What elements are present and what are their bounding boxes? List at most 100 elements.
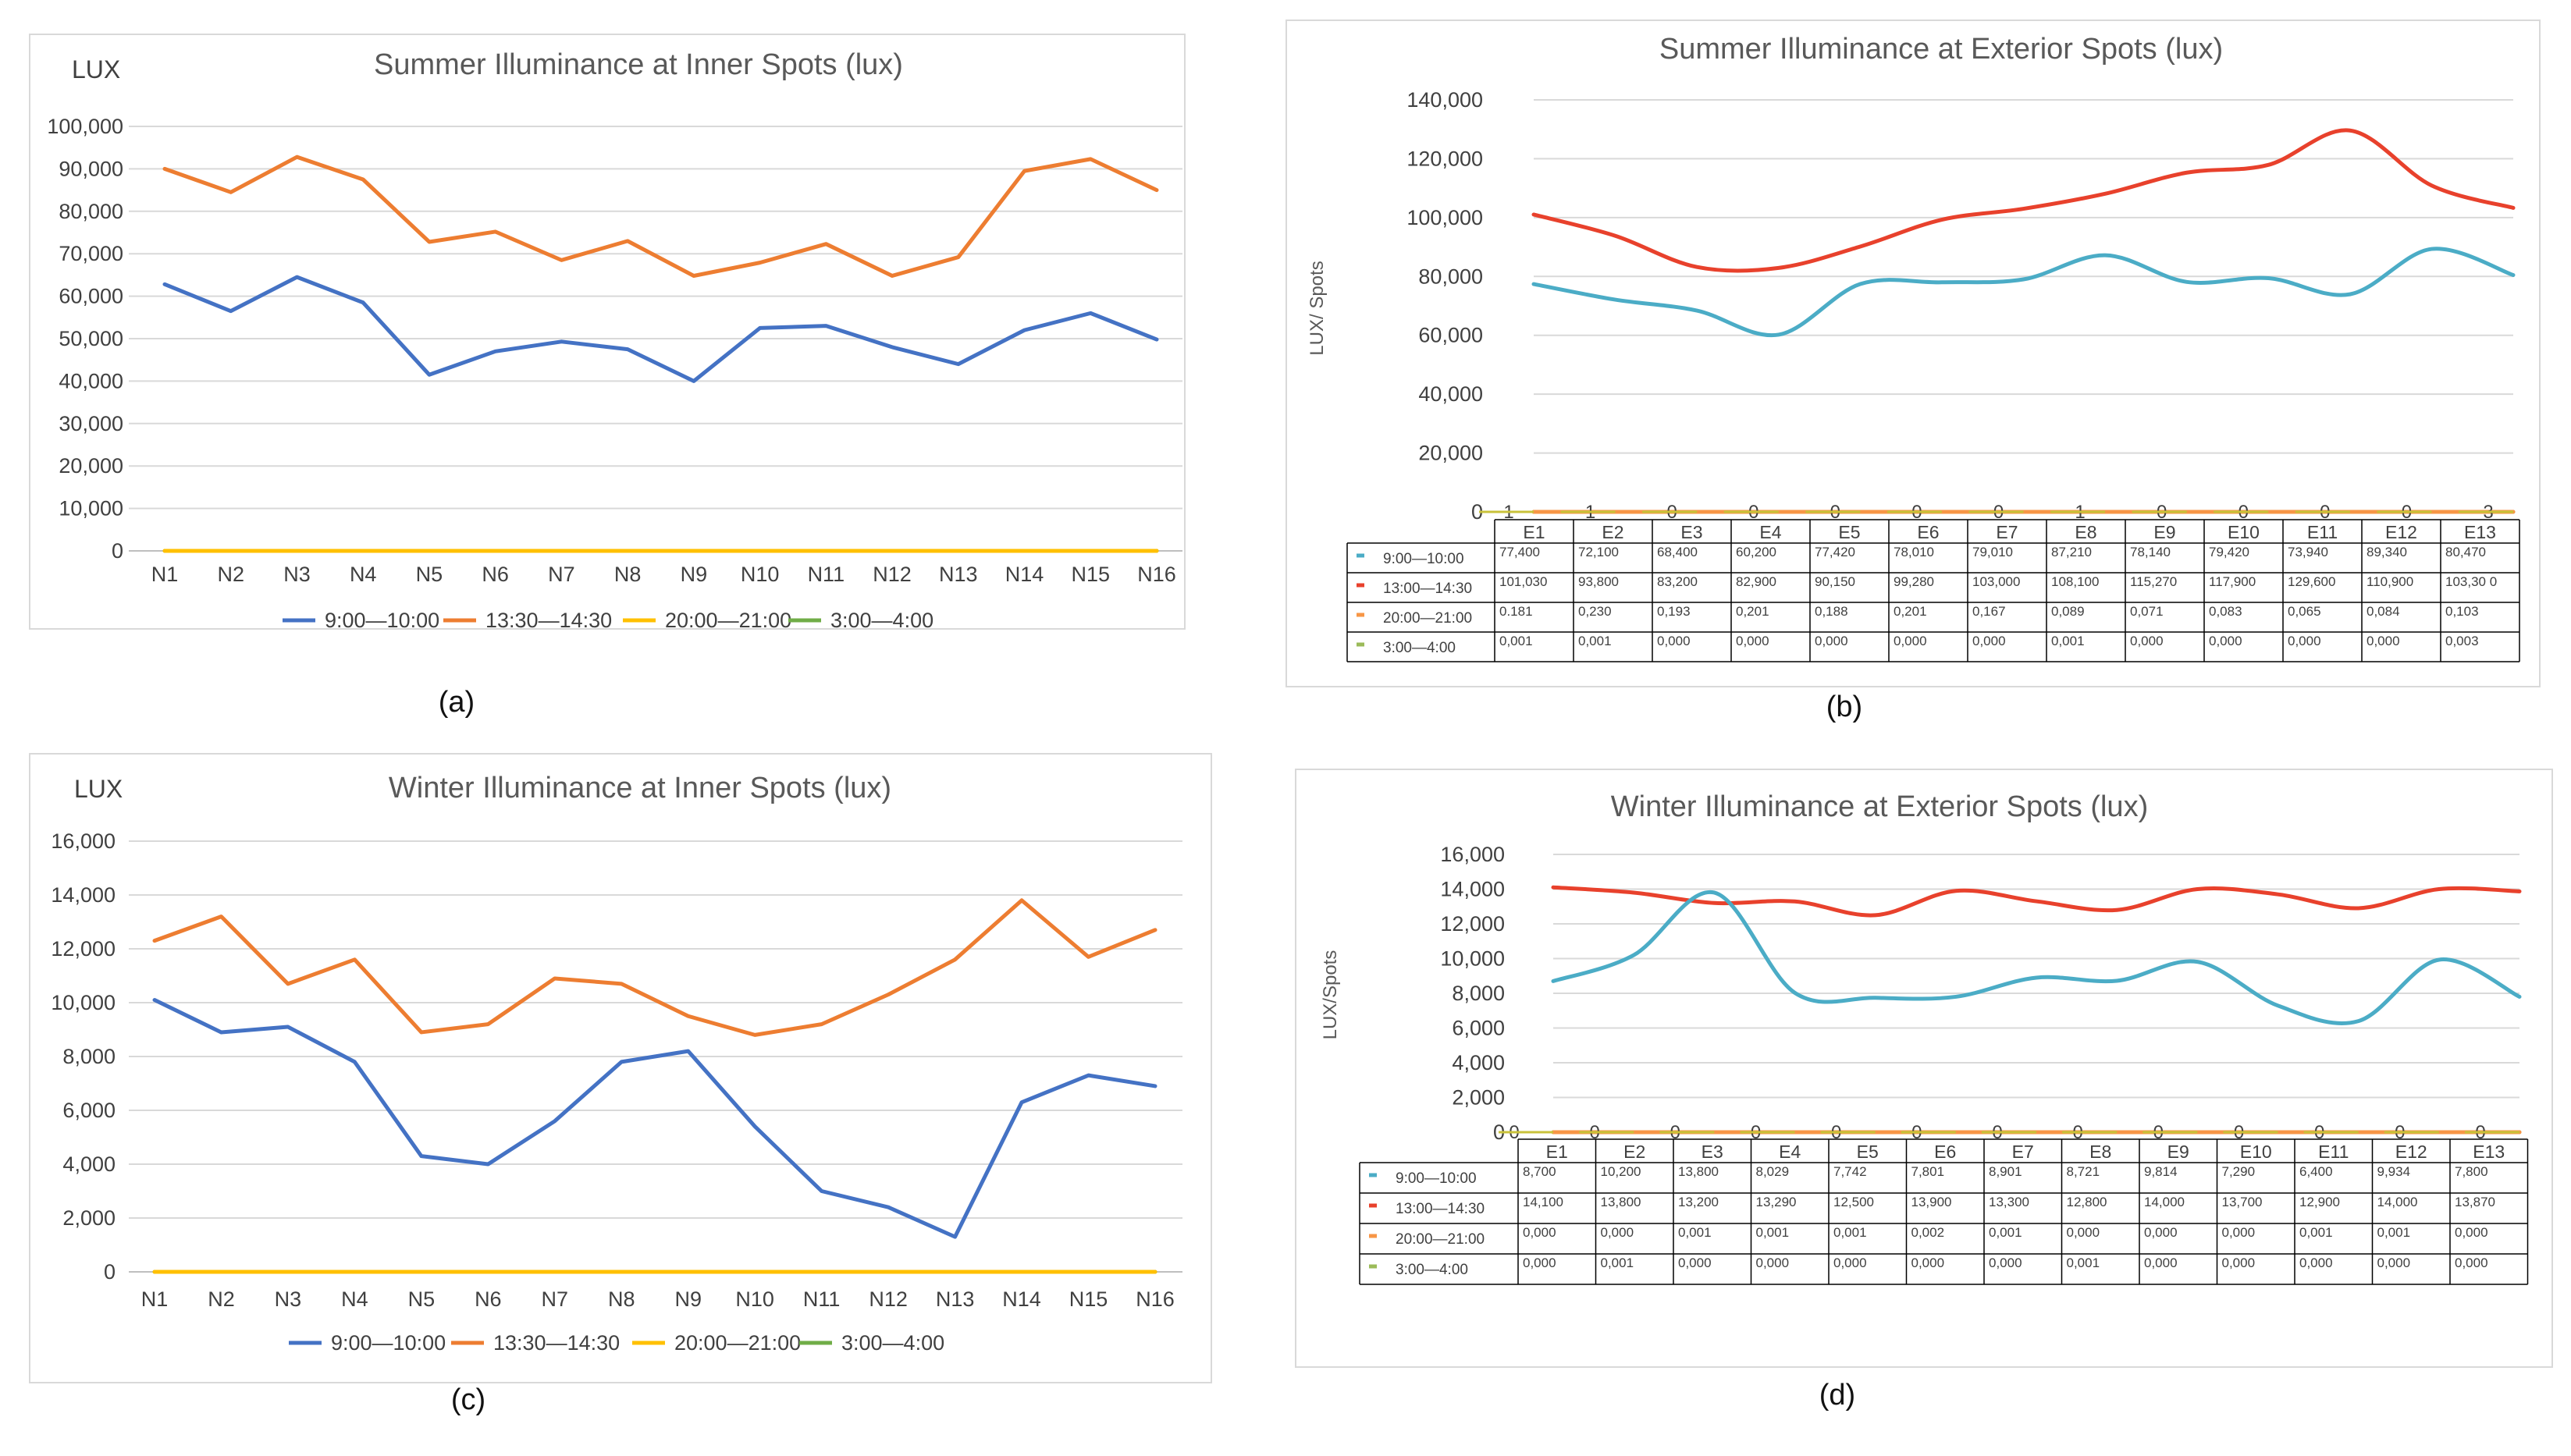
table-cell: 0,083 <box>2209 604 2242 619</box>
y-tick-label: 140,000 <box>1406 88 1483 112</box>
y-axis-label: LUX <box>74 775 123 803</box>
y-tick-label: 120,000 <box>1406 147 1483 170</box>
x-tick-label: N15 <box>1072 563 1111 586</box>
table-cell: 8,700 <box>1523 1164 1556 1179</box>
x-tick-label: N14 <box>1002 1287 1041 1311</box>
x-tick-label: E1 <box>1523 522 1545 542</box>
legend-label: 13:00—14:30 <box>1396 1201 1485 1217</box>
x-tick-label: N12 <box>873 563 912 586</box>
table-cell: 0,003 <box>2445 634 2479 648</box>
series-line-9-00-10-00 <box>1531 247 2516 338</box>
panel-summer-exterior: Summer Illuminance at Exterior Spots (lu… <box>1286 20 2541 723</box>
table-cell: 9,934 <box>2377 1164 2411 1179</box>
y-tick-label: 80,000 <box>59 200 123 223</box>
series-line-9-00-10-00 <box>162 275 1159 383</box>
table-cell: 77,400 <box>1499 545 1540 559</box>
y-axis-label: LUX/ Spots <box>1307 261 1328 355</box>
x-tick-label: E5 <box>1857 1142 1879 1162</box>
x-tick-label: E1 <box>1546 1142 1568 1162</box>
table-cell: 0,002 <box>1911 1225 1945 1240</box>
x-tick-label: E13 <box>2464 522 2496 542</box>
table-cell: 0,000 <box>1894 634 1927 648</box>
table-cell: 0,000 <box>1833 1255 1867 1270</box>
x-tick-label: N4 <box>341 1287 368 1311</box>
table-cell: 13,800 <box>1678 1164 1719 1179</box>
y-tick-label: 16,000 <box>1440 843 1505 866</box>
x-tick-label: N16 <box>1137 563 1176 586</box>
table-cell: 8,901 <box>1989 1164 2022 1179</box>
x-tick-label: N3 <box>275 1287 302 1311</box>
table-cell: 79,420 <box>2209 545 2249 559</box>
x-tick-label: E12 <box>2385 522 2417 542</box>
x-tick-label: E5 <box>1838 522 1860 542</box>
x-tick-label: N9 <box>674 1287 702 1311</box>
table-cell: 0,000 <box>1972 634 2006 648</box>
legend-label: 20:00—21:00 <box>1383 610 1472 627</box>
series-line-9-00-10-00 <box>1551 890 2522 1025</box>
panel-label: (c) <box>451 1383 485 1416</box>
table-cell: 78,010 <box>1894 545 1934 559</box>
x-tick-label: E9 <box>2153 522 2175 542</box>
x-tick-label: N8 <box>608 1287 635 1311</box>
x-tick-label: E3 <box>1702 1142 1723 1162</box>
x-tick-label: E6 <box>1934 1142 1956 1162</box>
x-tick-label: E2 <box>1602 522 1623 542</box>
table-cell: 8,029 <box>1756 1164 1790 1179</box>
table-cell: 72,100 <box>1578 545 1619 559</box>
y-tick-label: 60,000 <box>59 285 123 308</box>
x-tick-label: E9 <box>2167 1142 2189 1162</box>
table-cell: 0,000 <box>1736 634 1769 648</box>
table-cell: 0,001 <box>1578 634 1612 648</box>
legend-label: 20:00—21:00 <box>674 1331 801 1355</box>
y-tick-label: 10,000 <box>1440 947 1505 971</box>
table-cell: 68,400 <box>1657 545 1698 559</box>
x-tick-label: N16 <box>1136 1287 1175 1311</box>
legend-label: 13:30—14:30 <box>493 1331 620 1355</box>
legend-label: 9:00—10:00 <box>1383 551 1464 567</box>
x-tick-label: N3 <box>283 563 311 586</box>
series-line-9-00-10-00 <box>152 998 1157 1239</box>
y-tick-label: 10,000 <box>59 497 123 520</box>
table-cell: 0,000 <box>1911 1255 1945 1270</box>
table-cell: 0,230 <box>1578 604 1612 619</box>
x-tick-label: N2 <box>217 563 244 586</box>
table-cell: 0,001 <box>2377 1225 2411 1240</box>
x-tick-label: N12 <box>869 1287 908 1311</box>
legend-label: 3:00—4:00 <box>830 609 933 632</box>
table-cell: 73,940 <box>2288 545 2328 559</box>
table-cell: 0,065 <box>2288 604 2321 619</box>
table-cell: 101,030 <box>1499 574 1547 589</box>
chart-title: Winter Illuminance at Inner Spots (lux) <box>389 772 891 804</box>
x-tick-label: N1 <box>141 1287 169 1311</box>
table-cell: 0,084 <box>2367 604 2400 619</box>
table-cell: 13,870 <box>2455 1195 2495 1209</box>
table-cell: 0,001 <box>1499 634 1533 648</box>
x-tick-label: E13 <box>2473 1142 2505 1162</box>
y-tick-label: 16,000 <box>51 829 116 853</box>
series-line-13-00-14-30 <box>1551 885 2522 918</box>
table-cell: 0,188 <box>1815 604 1848 619</box>
table-cell: 0,001 <box>2051 634 2085 648</box>
y-tick-label: 14,000 <box>1440 878 1505 901</box>
table-cell: 7,742 <box>1833 1164 1867 1179</box>
table-cell: 80,470 <box>2445 545 2486 559</box>
table-cell: 0,000 <box>2299 1255 2333 1270</box>
table-cell: 0,201 <box>1894 604 1927 619</box>
table-cell: 8,721 <box>2067 1164 2100 1179</box>
y-tick-label: 80,000 <box>1418 265 1483 288</box>
table-cell: 103,000 <box>1972 574 2020 589</box>
legend-label: 9:00—10:00 <box>1396 1170 1477 1187</box>
x-tick-label: E4 <box>1779 1142 1801 1162</box>
y-tick-label: 0 <box>1471 500 1483 524</box>
panel-summer-inner: Summer Illuminance at Inner Spots (lux) L… <box>29 34 1186 719</box>
table-cell: 78,140 <box>2130 545 2171 559</box>
y-tick-label: 100,000 <box>47 115 123 138</box>
y-tick-label: 2,000 <box>62 1206 116 1230</box>
table-cell: 0,001 <box>1989 1225 2022 1240</box>
series-line-13-00-14-30 <box>1531 128 2516 273</box>
table-cell: 12,800 <box>2067 1195 2107 1209</box>
x-tick-label: N14 <box>1005 563 1044 586</box>
table-cell: 14,100 <box>1523 1195 1563 1209</box>
table-cell: 83,200 <box>1657 574 1698 589</box>
table-cell: 79,010 <box>1972 545 2013 559</box>
